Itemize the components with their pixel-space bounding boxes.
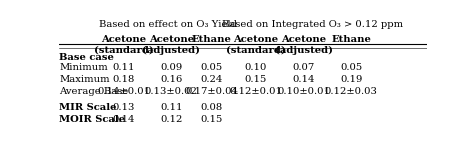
Text: 0.08: 0.08	[201, 103, 223, 112]
Text: Acetone
(standard): Acetone (standard)	[94, 35, 154, 55]
Text: 0.11: 0.11	[160, 103, 182, 112]
Text: 0.13±0.02: 0.13±0.02	[145, 87, 198, 96]
Text: 0.12: 0.12	[160, 115, 182, 124]
Text: MIR Scale: MIR Scale	[59, 103, 117, 112]
Text: 0.18: 0.18	[112, 75, 135, 84]
Text: Minimum: Minimum	[59, 63, 108, 72]
Text: Based on effect on O₃ Yield: Based on effect on O₃ Yield	[99, 20, 237, 29]
Text: Ethane: Ethane	[331, 35, 371, 44]
Text: 0.07: 0.07	[292, 63, 315, 72]
Text: 0.09: 0.09	[160, 63, 182, 72]
Text: Average Base: Average Base	[59, 87, 128, 96]
Text: 0.15: 0.15	[245, 75, 267, 84]
Text: Maximum: Maximum	[59, 75, 110, 84]
Text: 0.14: 0.14	[292, 75, 315, 84]
Text: 0.15: 0.15	[201, 115, 223, 124]
Text: Acetone
(standard): Acetone (standard)	[226, 35, 286, 55]
Text: Base case: Base case	[59, 53, 114, 62]
Text: 0.16: 0.16	[160, 75, 182, 84]
Text: 0.17±0.04: 0.17±0.04	[185, 87, 238, 96]
Text: 0.19: 0.19	[340, 75, 363, 84]
Text: 0.14±0.01: 0.14±0.01	[97, 87, 150, 96]
Text: Ethane: Ethane	[192, 35, 232, 44]
Text: 0.10±0.01: 0.10±0.01	[277, 87, 330, 96]
Text: 0.13: 0.13	[112, 103, 135, 112]
Text: MOIR Scale: MOIR Scale	[59, 115, 126, 124]
Text: 0.05: 0.05	[201, 63, 223, 72]
Text: 0.11: 0.11	[112, 63, 135, 72]
Text: Acetone
(adjusted): Acetone (adjusted)	[142, 35, 201, 55]
Text: 0.05: 0.05	[340, 63, 363, 72]
Text: 0.12±0.01: 0.12±0.01	[229, 87, 283, 96]
Text: 0.12±0.03: 0.12±0.03	[325, 87, 378, 96]
Text: 0.24: 0.24	[201, 75, 223, 84]
Text: Based on Integrated O₃ > 0.12 ppm: Based on Integrated O₃ > 0.12 ppm	[222, 20, 403, 29]
Text: 0.14: 0.14	[112, 115, 135, 124]
Text: 0.10: 0.10	[245, 63, 267, 72]
Text: Acetone
(adjusted): Acetone (adjusted)	[274, 35, 333, 55]
